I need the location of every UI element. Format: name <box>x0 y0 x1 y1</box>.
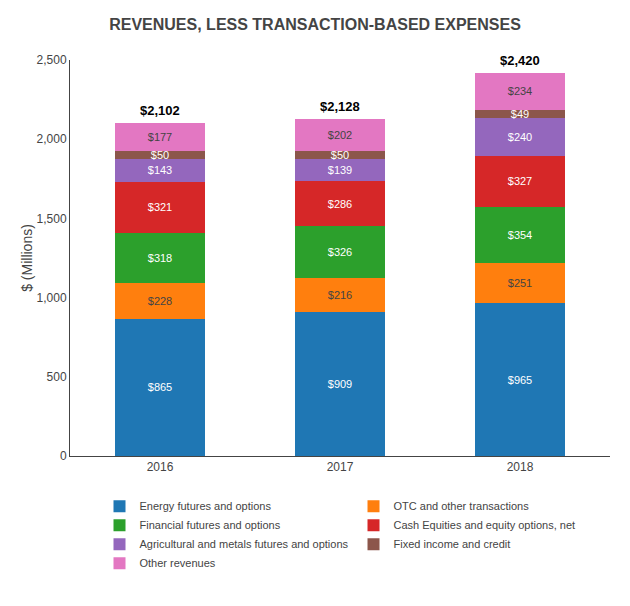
svg-text:$202: $202 <box>328 129 352 141</box>
svg-text:$2,420: $2,420 <box>500 53 540 68</box>
svg-text:$965: $965 <box>508 374 532 386</box>
svg-text:$326: $326 <box>328 246 352 258</box>
svg-text:Cash Equities and equity optio: Cash Equities and equity options, net <box>394 519 576 531</box>
svg-text:$50: $50 <box>331 149 349 161</box>
svg-text:2,000: 2,000 <box>37 132 67 146</box>
svg-text:$240: $240 <box>508 131 532 143</box>
svg-text:$143: $143 <box>148 164 172 176</box>
svg-text:$228: $228 <box>148 295 172 307</box>
svg-text:Fixed income and credit: Fixed income and credit <box>394 538 511 550</box>
svg-text:$354: $354 <box>508 229 532 241</box>
svg-text:$327: $327 <box>508 175 532 187</box>
svg-text:$234: $234 <box>508 85 532 97</box>
svg-text:$318: $318 <box>148 252 172 264</box>
svg-text:OTC and other transactions: OTC and other transactions <box>394 500 530 512</box>
svg-text:$321: $321 <box>148 201 172 213</box>
svg-text:$251: $251 <box>508 277 532 289</box>
svg-text:$ (Millions): $ (Millions) <box>19 224 35 292</box>
svg-text:0: 0 <box>60 449 67 463</box>
svg-text:$2,102: $2,102 <box>140 103 180 118</box>
svg-text:$177: $177 <box>148 131 172 143</box>
svg-text:Financial futures and options: Financial futures and options <box>140 519 281 531</box>
svg-text:1,500: 1,500 <box>37 212 67 226</box>
svg-text:$49: $49 <box>511 108 529 120</box>
svg-text:500: 500 <box>47 370 67 384</box>
svg-text:2016: 2016 <box>147 460 174 474</box>
svg-text:2,500: 2,500 <box>37 53 67 67</box>
svg-text:$286: $286 <box>328 198 352 210</box>
svg-text:$909: $909 <box>328 378 352 390</box>
svg-text:2017: 2017 <box>327 460 354 474</box>
svg-text:Other revenues: Other revenues <box>140 557 216 569</box>
svg-text:$139: $139 <box>328 164 352 176</box>
svg-text:$50: $50 <box>151 149 169 161</box>
svg-text:$865: $865 <box>148 381 172 393</box>
svg-text:2018: 2018 <box>507 460 534 474</box>
svg-text:1,000: 1,000 <box>37 291 67 305</box>
svg-text:REVENUES, LESS TRANSACTION-BAS: REVENUES, LESS TRANSACTION-BASED EXPENSE… <box>109 16 521 33</box>
svg-text:Agricultural and metals future: Agricultural and metals futures and opti… <box>140 538 349 550</box>
svg-text:$216: $216 <box>328 289 352 301</box>
svg-text:$2,128: $2,128 <box>320 99 360 114</box>
svg-text:Energy futures and options: Energy futures and options <box>140 500 272 512</box>
